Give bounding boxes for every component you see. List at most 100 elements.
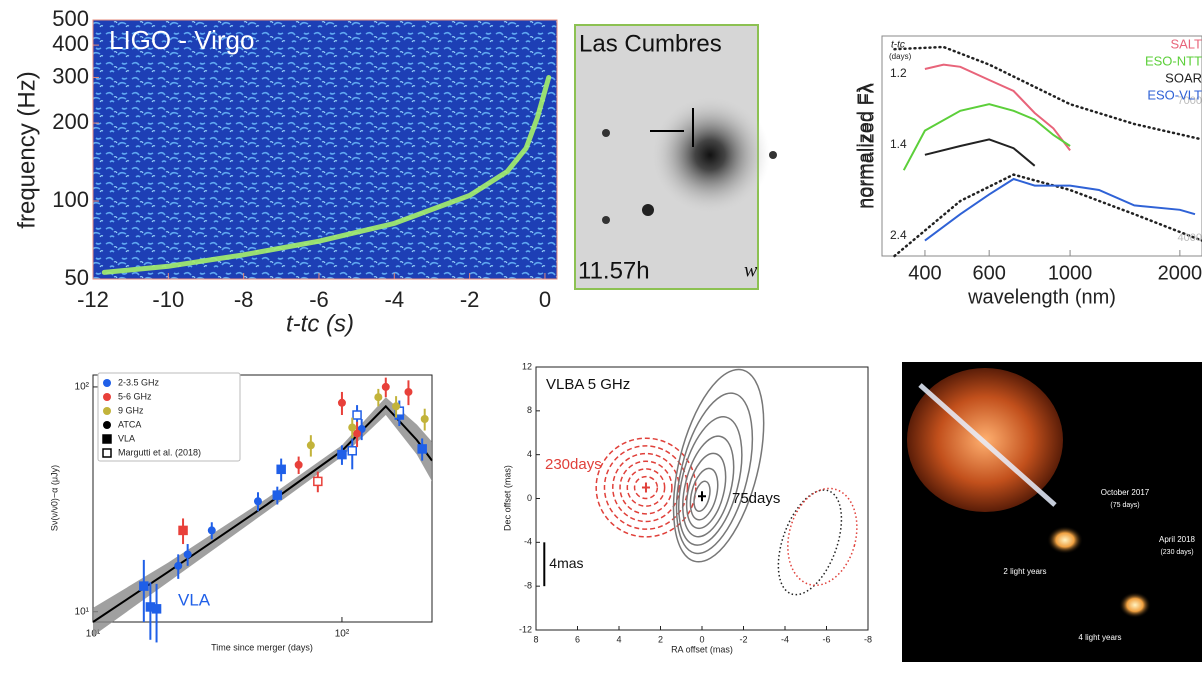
data-point xyxy=(352,410,362,420)
legend-marker xyxy=(103,393,111,401)
x-axis-label: wavelength (nm) xyxy=(967,286,1116,308)
scale-label: 4mas xyxy=(549,555,583,571)
legend-entry: Margutti et al. (2018) xyxy=(118,447,201,457)
data-point xyxy=(139,581,149,591)
spectrogram-background xyxy=(92,19,558,280)
x-tick-label: 0 xyxy=(699,634,704,644)
image-caption: 11.57h xyxy=(578,257,650,284)
illustration-label: 2 light years xyxy=(1003,567,1046,576)
x-tick-label: -2 xyxy=(460,287,480,312)
blackbody-curve xyxy=(893,173,1202,258)
y-tick-label: 12 xyxy=(522,361,532,371)
model-label: 4000 xyxy=(1178,232,1202,244)
data-point xyxy=(353,429,362,438)
data-point xyxy=(348,423,357,432)
spectrum xyxy=(924,63,1071,152)
contour xyxy=(619,460,673,515)
y-tick-label: 400 xyxy=(52,31,89,56)
legend-entry: 2-3.5 GHz xyxy=(118,377,160,387)
y-tick-label: 10² xyxy=(75,382,90,393)
data-point xyxy=(381,382,390,391)
beam xyxy=(787,487,858,587)
illustration-label: October 2017 xyxy=(1101,488,1150,497)
data-point xyxy=(374,393,383,402)
contour xyxy=(603,445,689,530)
x-tick-label: -10 xyxy=(152,287,184,312)
days-header: t-tc xyxy=(891,40,905,51)
legend-entry: SALT xyxy=(1170,36,1202,51)
illustration-label: (75 days) xyxy=(1110,502,1139,509)
x-tick-label: -12 xyxy=(77,287,109,312)
x-tick-label: -6 xyxy=(822,634,830,644)
legend-marker xyxy=(102,434,112,444)
y-axis-label: frequency (Hz) xyxy=(13,71,40,228)
days-header: (days) xyxy=(889,52,912,61)
x-tick-label: -8 xyxy=(234,287,254,312)
annotation: VLA xyxy=(178,590,211,609)
blob xyxy=(1119,592,1151,618)
legend-entry: SOAR xyxy=(1165,70,1202,85)
data-point xyxy=(151,604,162,614)
contour xyxy=(689,467,719,521)
y-tick-label: 8 xyxy=(527,405,532,415)
centroid xyxy=(698,491,706,502)
jet xyxy=(918,383,1057,507)
x-tick-label: 4 xyxy=(616,634,621,644)
illustration-label: April 2018 xyxy=(1159,535,1196,544)
x-axis-label: Time since merger (days) xyxy=(211,642,313,652)
x-tick-label: -4 xyxy=(781,634,789,644)
contour-label: 230days xyxy=(545,456,602,473)
spectrum xyxy=(924,138,1036,167)
data-point xyxy=(306,441,315,450)
y-tick-label: 500 xyxy=(52,6,89,31)
day-label: 1.4 xyxy=(890,137,907,151)
legend-marker xyxy=(103,421,111,429)
contour xyxy=(693,480,711,513)
data-point xyxy=(294,460,303,469)
legend-marker xyxy=(103,407,111,415)
contour xyxy=(672,368,765,563)
legend-entry: ATCA xyxy=(118,419,141,429)
x-tick-label: 8 xyxy=(533,634,538,644)
x-tick-label: 1000 xyxy=(1048,262,1093,284)
x-tick-label: 400 xyxy=(908,262,941,284)
data-point xyxy=(178,525,188,536)
x-axis-label: t-tc (s) xyxy=(286,310,354,337)
x-tick-label: 6 xyxy=(575,634,580,644)
y-tick-label: 50 xyxy=(65,265,89,290)
y-tick-label: -12 xyxy=(519,624,532,634)
data-point xyxy=(207,526,216,535)
x-tick-label: 0 xyxy=(539,287,551,312)
data-point xyxy=(337,449,347,460)
data-point xyxy=(392,402,401,411)
star xyxy=(602,129,610,137)
data-point xyxy=(253,497,262,506)
contour xyxy=(612,452,680,523)
illustration-label: (230 days) xyxy=(1160,549,1193,556)
chart-title: LIGO - Virgo xyxy=(109,25,254,55)
data-point xyxy=(347,446,358,456)
blackbody-curve xyxy=(893,45,1202,141)
contour xyxy=(682,435,735,538)
y-tick-label: 10¹ xyxy=(75,606,90,617)
image-mark: w xyxy=(744,260,758,282)
contour xyxy=(633,475,659,500)
star xyxy=(602,216,610,224)
galaxy xyxy=(650,95,770,215)
blob xyxy=(1047,526,1083,554)
y-tick-label: -4 xyxy=(524,537,532,547)
y-axis-label: normalized Fλ xyxy=(856,83,878,209)
plot-frame xyxy=(881,35,1202,257)
contour xyxy=(685,452,727,530)
x-tick-label: -8 xyxy=(864,634,872,644)
chirp-track xyxy=(101,75,552,275)
y-axis-label: Sν(ν/ν0)−α (μJy) xyxy=(49,465,59,531)
y-tick-label: 300 xyxy=(52,63,89,88)
day-label: 2.4 xyxy=(890,228,907,242)
legend-marker xyxy=(103,379,111,387)
x-tick-label: 2000 xyxy=(1158,262,1202,284)
image-title: Las Cumbres xyxy=(579,30,722,57)
model-label: 7000 xyxy=(1178,95,1202,107)
legend-entry: ESO-VLT xyxy=(1147,87,1202,102)
